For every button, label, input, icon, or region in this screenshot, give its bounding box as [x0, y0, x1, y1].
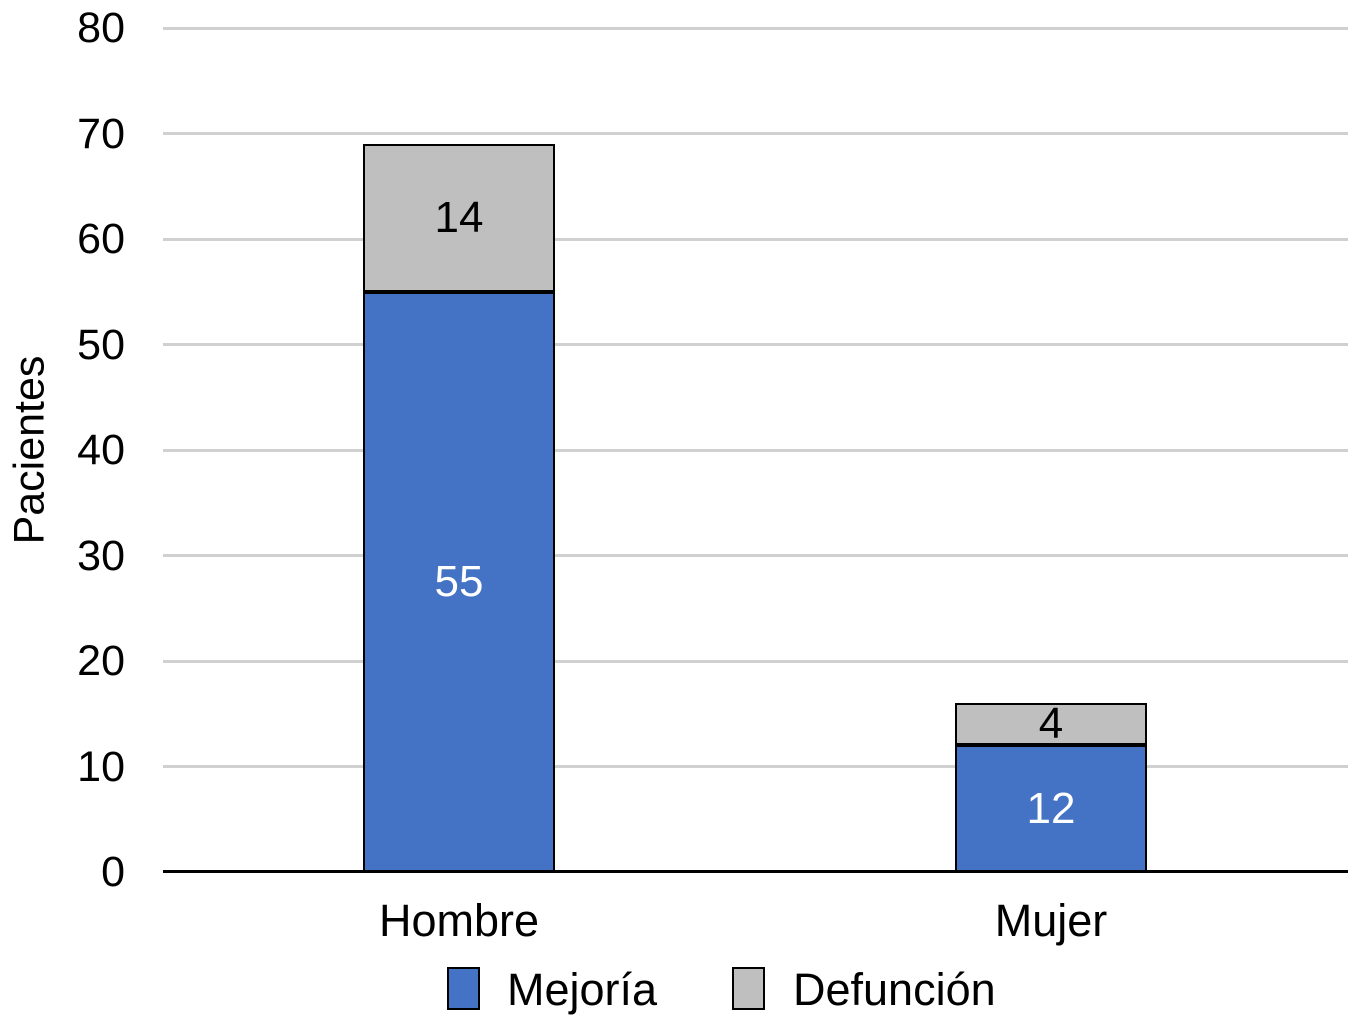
legend-swatch-mejoría	[447, 967, 480, 1010]
x-category-label-hombre: Hombre	[378, 895, 540, 946]
bar-value-label: 55	[434, 556, 484, 606]
x-category-label-mujer: Mujer	[994, 895, 1108, 946]
gridline-y-10	[163, 765, 1348, 768]
bar-segment-hombre-mejoría: 55	[363, 291, 555, 872]
legend-label-defunción: Defunción	[793, 964, 996, 1015]
gridline-y-40	[163, 449, 1348, 452]
bar-segment-hombre-defunción: 14	[363, 144, 555, 292]
y-tick-label-60: 60	[77, 215, 125, 263]
legend-label-mejoría: Mejoría	[507, 964, 658, 1015]
gridline-y-60	[163, 238, 1348, 241]
y-tick-label-40: 40	[77, 426, 125, 474]
y-tick-label-20: 20	[77, 637, 125, 685]
y-tick-label-0: 0	[101, 848, 125, 896]
y-tick-label-10: 10	[77, 743, 125, 791]
legend-swatch-defunción	[732, 967, 765, 1010]
y-tick-label-70: 70	[77, 110, 125, 158]
y-tick-label-30: 30	[77, 532, 125, 580]
y-tick-label-80: 80	[77, 4, 125, 52]
gridline-y-70	[163, 132, 1348, 135]
gridline-y-30	[163, 554, 1348, 557]
gridline-y-50	[163, 343, 1348, 346]
y-tick-label-50: 50	[77, 321, 125, 369]
bar-segment-mujer-defunción: 4	[955, 699, 1147, 749]
gridline-y-20	[163, 660, 1348, 663]
bar-segment-mujer-mejoría: 12	[955, 745, 1147, 872]
bar-value-label: 4	[1038, 699, 1064, 749]
bar-value-label: 12	[1026, 783, 1076, 833]
x-axis-line	[163, 870, 1348, 873]
gridline-y-80	[163, 27, 1348, 30]
bar-value-label: 14	[434, 192, 484, 242]
